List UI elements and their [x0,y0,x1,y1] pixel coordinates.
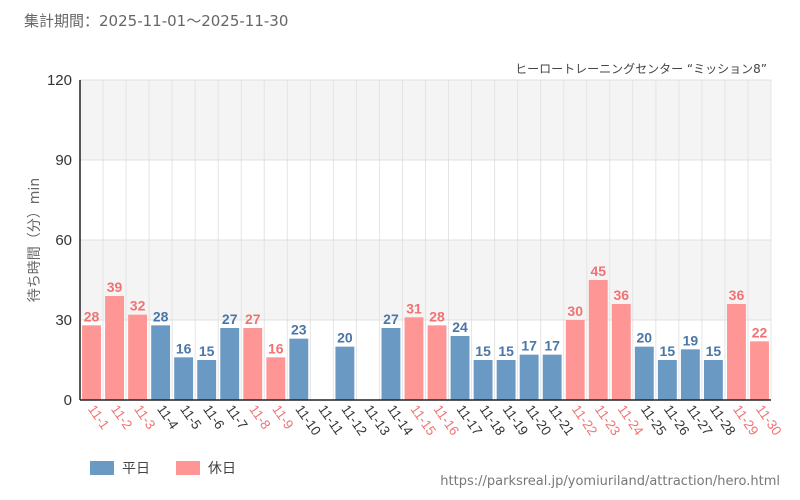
bar [427,325,447,400]
legend-label-holiday: 休日 [208,461,236,477]
bar-value-label: 20 [637,330,653,346]
x-tick-label: 11-6 [200,402,227,432]
bar-value-label: 32 [130,298,146,314]
bar [128,314,148,400]
x-tick-label: 11-9 [269,402,296,432]
bar [243,328,263,400]
bar-value-label: 17 [544,338,560,354]
bar-value-label: 15 [199,343,215,359]
bar-value-label: 28 [429,308,445,324]
legend-label-weekday: 平日 [122,461,150,477]
bar [703,360,723,400]
legend-item-weekday: 平日 [90,458,150,478]
period-separator: 〜 [186,12,202,30]
bar-value-label: 27 [245,311,261,327]
bar [611,304,631,400]
source-url: https://parksreal.jp/yomiuriland/attract… [440,474,780,489]
legend: 平日 休日 [90,458,262,478]
bar-value-label: 15 [660,343,676,359]
y-tick-label: 0 [64,392,72,409]
x-tick-label: 11-1 [85,402,112,432]
bar [335,346,355,400]
bar-value-label: 36 [613,287,629,303]
bar-value-label: 28 [153,308,169,324]
bar-value-label: 19 [683,332,699,348]
bar-value-label: 31 [406,300,422,316]
bar-value-label: 28 [84,308,100,324]
bar [588,280,608,400]
bar-value-label: 15 [706,343,722,359]
legend-swatch-weekday [90,461,114,475]
bar-value-label: 17 [521,338,537,354]
x-tick-label: 11-4 [154,402,181,432]
bar-value-label: 45 [590,263,606,279]
bar [450,336,470,400]
y-tick-label: 30 [55,312,72,329]
bar [151,325,171,400]
x-tick-label: 11-8 [246,402,273,432]
bar-value-label: 16 [268,340,284,356]
bar [727,304,746,400]
x-tick-label: 11-7 [223,402,250,432]
x-tick-label: 11-2 [108,402,135,432]
bar-value-label: 22 [752,324,768,340]
bar-value-label: 20 [337,330,353,346]
legend-item-holiday: 休日 [176,458,236,478]
period-end: 2025-11-30 [201,12,289,30]
legend-swatch-holiday [176,461,200,475]
bar [381,328,401,400]
bar-value-label: 39 [107,279,123,295]
bar [680,349,700,400]
bar-value-label: 16 [176,340,192,356]
bar [404,317,424,400]
bar-value-label: 30 [567,303,583,319]
bar-value-label: 27 [383,311,399,327]
y-tick-label: 90 [55,152,72,169]
bar-value-label: 23 [291,322,307,338]
x-tick-label: 11-5 [177,402,204,432]
x-tick-label: 11-3 [131,402,158,432]
bar [496,360,516,400]
bar [82,325,101,400]
period-label: 集計期間： [24,12,100,30]
bar [105,296,124,400]
bar [750,341,769,400]
bar [289,338,309,400]
bar [197,360,217,400]
period-header: 集計期間：2025-11-01〜2025-11-30 [24,10,288,31]
bar [519,354,539,400]
bar-value-label: 36 [729,287,745,303]
bar-value-label: 24 [452,319,468,335]
y-tick-label: 60 [55,232,72,249]
bar [266,357,286,400]
chart-title: ヒーロートレーニングセンター “ミッション8” [515,62,767,76]
bar [174,357,194,400]
x-tick-label: 11-30 [753,402,785,438]
bar [220,328,240,400]
bar-value-label: 15 [475,343,491,359]
bar [657,360,677,400]
bar [634,346,654,400]
bar [565,320,585,400]
bar-value-label: 15 [498,343,514,359]
bar-value-label: 27 [222,311,238,327]
y-tick-label: 120 [47,72,72,89]
bar [542,354,562,400]
bar [473,360,493,400]
period-start: 2025-11-01 [99,12,187,30]
